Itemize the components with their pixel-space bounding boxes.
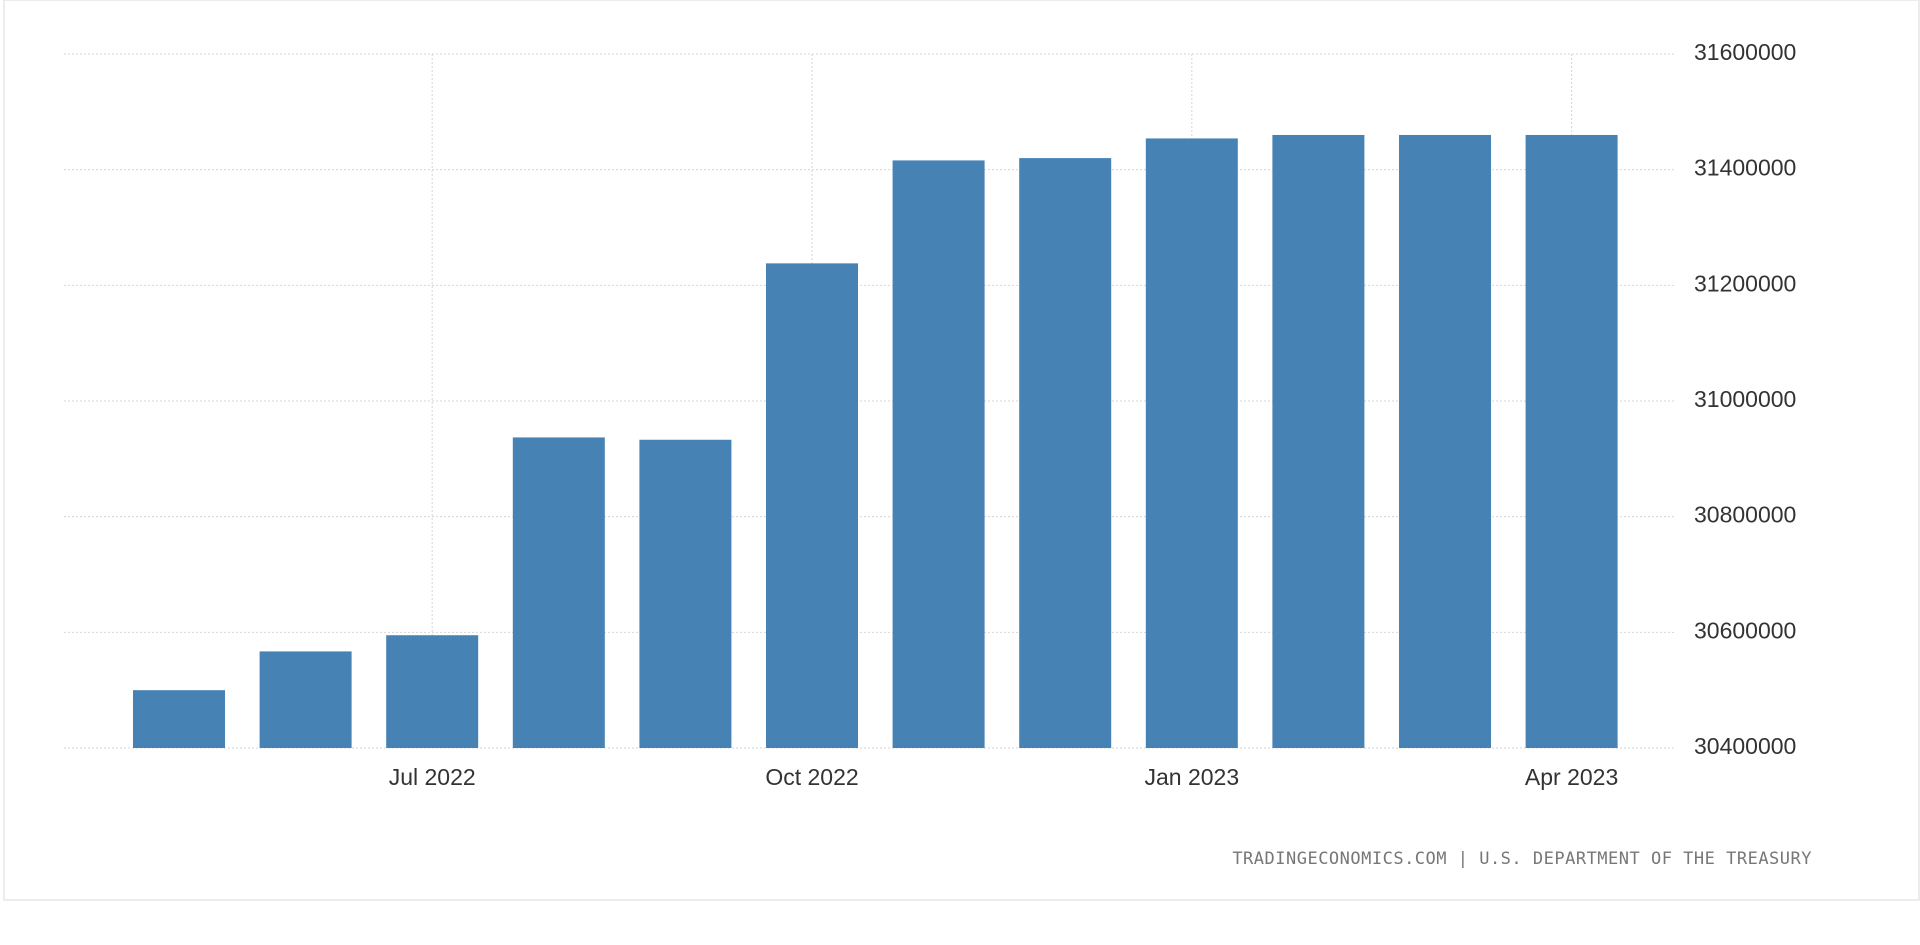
bar (639, 439, 732, 748)
bar (512, 437, 605, 748)
y-tick-label: 30600000 (1694, 617, 1796, 643)
bar (1399, 134, 1491, 748)
y-tick-label: 30400000 (1694, 733, 1796, 759)
x-tick-label: Apr 2023 (1525, 764, 1618, 790)
x-tick-label: Jan 2023 (1144, 764, 1239, 790)
y-tick-label: 30800000 (1694, 502, 1796, 528)
y-tick-label: 31400000 (1694, 155, 1796, 181)
bar (892, 160, 985, 748)
bar (1525, 134, 1618, 748)
bar (259, 651, 352, 748)
x-tick-label: Oct 2022 (765, 764, 858, 790)
y-tick-label: 31600000 (1694, 39, 1796, 65)
bar (1145, 138, 1238, 749)
bar (1272, 134, 1365, 748)
y-tick-label: 31000000 (1694, 386, 1796, 412)
y-tick-label: 31200000 (1694, 270, 1796, 296)
bar (1019, 158, 1112, 749)
source-note: TRADINGECONOMICS.COM | U.S. DEPARTMENT O… (1232, 849, 1812, 869)
bar (386, 635, 479, 748)
bar (766, 263, 858, 748)
bar (133, 690, 225, 748)
x-tick-label: Jul 2022 (389, 764, 476, 790)
